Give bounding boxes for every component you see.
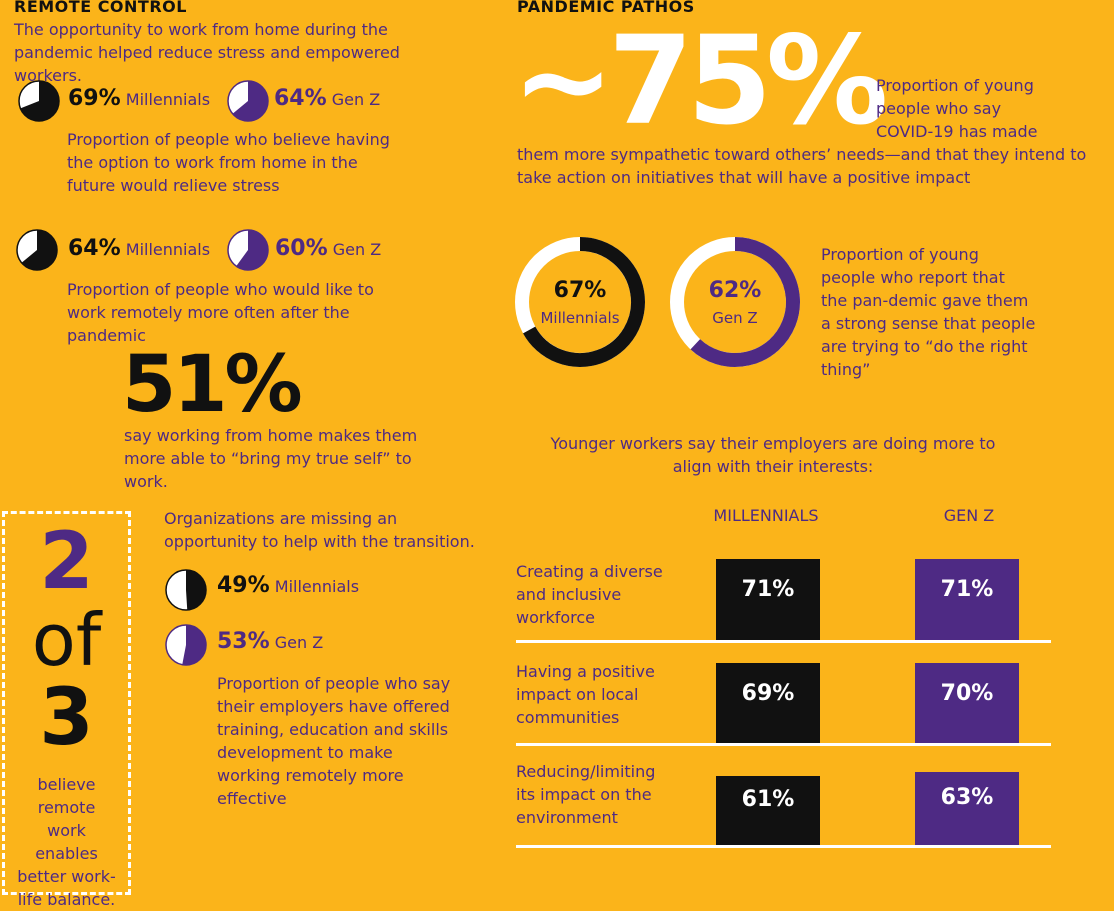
section-title: REMOTE CONTROL: [14, 0, 187, 16]
row-rule: [516, 743, 1051, 746]
stat: 69% Millennials: [68, 86, 210, 111]
stat: 64% Millennials: [68, 236, 210, 261]
group: Gen Z: [331, 90, 381, 109]
cell: 71%: [915, 559, 1019, 640]
cell: 69%: [716, 663, 820, 744]
group: Millennials: [540, 309, 619, 327]
description: Proportion of people who would like to w…: [67, 280, 374, 345]
big-stat: ~75%: [512, 10, 888, 152]
pie: [18, 80, 60, 122]
description-line: take action on initiatives that will hav…: [517, 168, 971, 187]
group: Gen Z: [712, 309, 757, 327]
percent: 64%: [68, 236, 121, 261]
description: Proportion of young people who report th…: [821, 245, 1036, 379]
description-line: COVID-19 has made: [876, 122, 1038, 141]
pie: [227, 80, 269, 122]
stat: 49% Millennials: [217, 573, 359, 598]
numerator: 2: [39, 517, 94, 607]
group: Millennials: [125, 90, 211, 109]
group: Millennials: [274, 577, 360, 596]
description: say working from home makes them more ab…: [124, 426, 418, 491]
intro: Younger workers say their employers are …: [550, 434, 996, 476]
pie: [165, 569, 207, 611]
percent: 64%: [274, 86, 327, 111]
pie-slice: [182, 625, 206, 665]
pie-slice: [20, 81, 59, 121]
pie-slice: [186, 570, 206, 610]
description-line: people who say: [876, 99, 1002, 118]
big-stat: 51%: [122, 340, 303, 430]
description: believe remote work enables better work-…: [17, 775, 116, 909]
description-line: Proportion of young: [876, 76, 1034, 95]
row-rule: [516, 640, 1051, 643]
cell: 71%: [716, 559, 820, 640]
description: Proportion of people who believe having …: [67, 130, 390, 195]
description: Proportion of people who say their emplo…: [217, 674, 451, 808]
donut: 67% Millennials: [515, 237, 645, 367]
denominator: 3: [39, 673, 94, 763]
group: Gen Z: [332, 240, 382, 259]
percent: 62%: [709, 278, 762, 303]
percent: 60%: [275, 236, 328, 261]
row-label: Having a positive impact on local commun…: [516, 662, 655, 727]
pie-slice: [21, 230, 57, 270]
stat: 60% Gen Z: [275, 236, 381, 261]
intro: The opportunity to work from home during…: [14, 20, 400, 85]
percent: 67%: [554, 278, 607, 303]
row-label: Reducing/limiting its impact on the envi…: [516, 762, 656, 827]
percent: 53%: [217, 629, 270, 654]
pie: [165, 624, 207, 666]
cell: 63%: [915, 772, 1019, 845]
pie-slice: [232, 81, 268, 121]
cell: 61%: [716, 776, 820, 845]
intro: Organizations are missing an opportunity…: [164, 509, 475, 551]
donut-arc: [690, 237, 800, 367]
group: Millennials: [125, 240, 211, 259]
description-line: them more sympathetic toward others’ nee…: [517, 145, 1087, 164]
group: Gen Z: [274, 633, 324, 652]
of: of: [31, 598, 102, 682]
donut-arc: [523, 237, 645, 367]
pie: [16, 229, 58, 271]
percent: 69%: [68, 86, 121, 111]
row-label: Creating a diverse and inclusive workfor…: [516, 562, 663, 627]
column-header: GEN Z: [943, 506, 995, 525]
donut: 62% Gen Z: [670, 237, 800, 367]
cell: 70%: [915, 663, 1019, 744]
stat: 64% Gen Z: [274, 86, 380, 111]
column-header: MILLENNIALS: [713, 506, 819, 525]
percent: 49%: [217, 573, 270, 598]
row-rule: [516, 845, 1051, 848]
stat: 53% Gen Z: [217, 629, 323, 654]
pie: [227, 229, 269, 271]
pie-slice: [236, 230, 268, 270]
section-title: PANDEMIC PATHOS: [517, 0, 695, 16]
callout-box: 2 of 3 believe remote work enables bette…: [2, 511, 131, 909]
